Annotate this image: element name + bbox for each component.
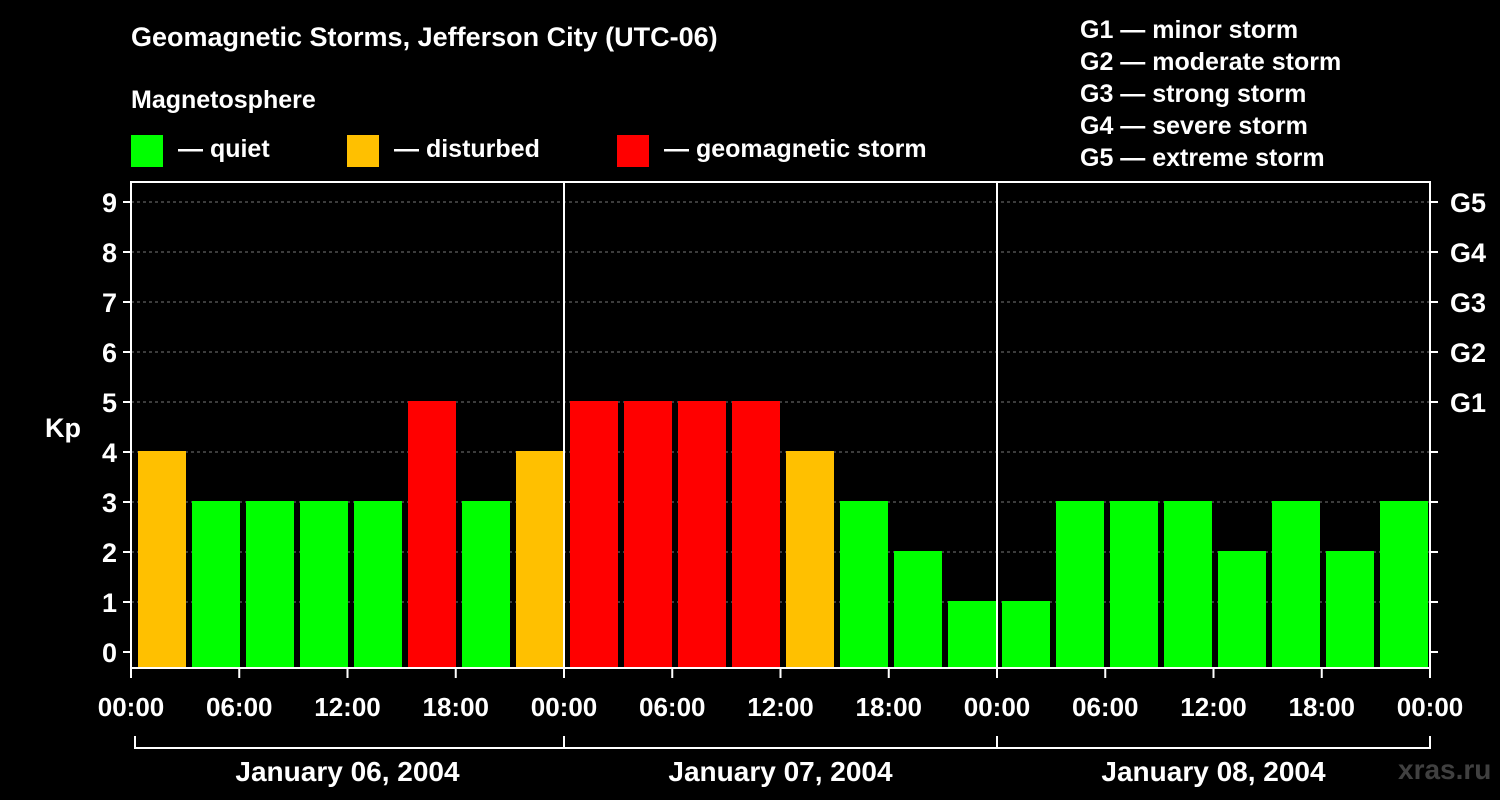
legend-swatch-quiet bbox=[131, 135, 163, 167]
legend-label-storm: — geomagnetic storm bbox=[664, 135, 927, 163]
y-tick-label-3: 3 bbox=[102, 488, 117, 518]
kp-bar-17 bbox=[1056, 501, 1104, 668]
kp-bar-22 bbox=[1326, 551, 1374, 668]
g-scale-label-G2: G2 bbox=[1450, 338, 1486, 368]
day-label-1: January 07, 2004 bbox=[668, 756, 893, 787]
y-tick-label-8: 8 bbox=[102, 238, 117, 268]
x-tick-label-7: 18:00 bbox=[856, 692, 923, 722]
x-tick-label-0: 00:00 bbox=[98, 692, 165, 722]
kp-bar-2 bbox=[246, 501, 294, 668]
x-tick-label-5: 06:00 bbox=[639, 692, 706, 722]
x-tick-label-2: 12:00 bbox=[314, 692, 381, 722]
kp-bar-19 bbox=[1164, 501, 1212, 668]
kp-bar-8 bbox=[570, 401, 618, 668]
x-tick-label-3: 18:00 bbox=[423, 692, 490, 722]
y-tick-label-9: 9 bbox=[102, 188, 117, 218]
legend-swatch-disturbed bbox=[347, 135, 379, 167]
x-tick-label-12: 00:00 bbox=[1397, 692, 1464, 722]
y-tick-label-2: 2 bbox=[102, 538, 117, 568]
legend-subtitle: Magnetosphere bbox=[131, 86, 316, 114]
legend-swatch-storm bbox=[617, 135, 649, 167]
watermark: xras.ru bbox=[1398, 754, 1492, 785]
x-tick-label-6: 12:00 bbox=[747, 692, 814, 722]
x-tick-label-8: 00:00 bbox=[964, 692, 1031, 722]
kp-bar-12 bbox=[786, 451, 834, 668]
y-axis-label: Kp bbox=[45, 413, 81, 443]
kp-bar-10 bbox=[678, 401, 726, 668]
storm-scale-g4: G4 — severe storm bbox=[1080, 112, 1308, 140]
storm-scale-g2: G2 — moderate storm bbox=[1080, 48, 1342, 76]
kp-bar-16 bbox=[1002, 601, 1050, 668]
storm-scale-g5: G5 — extreme storm bbox=[1080, 144, 1325, 172]
y-tick-label-7: 7 bbox=[102, 288, 117, 318]
x-tick-label-1: 06:00 bbox=[206, 692, 273, 722]
kp-bar-15 bbox=[948, 601, 996, 668]
y-tick-label-6: 6 bbox=[102, 338, 117, 368]
day-label-2: January 08, 2004 bbox=[1101, 756, 1326, 787]
y-tick-label-1: 1 bbox=[102, 588, 117, 618]
storm-scale-g3: G3 — strong storm bbox=[1080, 80, 1307, 108]
g-scale-label-G3: G3 bbox=[1450, 288, 1486, 318]
kp-bar-18 bbox=[1110, 501, 1158, 668]
kp-bar-13 bbox=[840, 501, 888, 668]
legend-label-disturbed: — disturbed bbox=[394, 135, 540, 163]
kp-bar-7 bbox=[516, 451, 564, 668]
kp-bar-3 bbox=[300, 501, 348, 668]
kp-bar-5 bbox=[408, 401, 456, 668]
chart-title: Geomagnetic Storms, Jefferson City (UTC-… bbox=[131, 22, 718, 52]
day-label-0: January 06, 2004 bbox=[235, 756, 460, 787]
g-scale-label-G5: G5 bbox=[1450, 188, 1486, 218]
kp-bar-4 bbox=[354, 501, 402, 668]
storm-scale-list: G1 — minor storm G2 — moderate storm G3 … bbox=[1080, 14, 1341, 174]
y-tick-label-4: 4 bbox=[102, 438, 117, 468]
kp-bar-6 bbox=[462, 501, 510, 668]
kp-bar-1 bbox=[192, 501, 240, 668]
storm-scale-g1: G1 — minor storm bbox=[1080, 16, 1299, 44]
x-tick-label-4: 00:00 bbox=[531, 692, 598, 722]
kp-bar-23 bbox=[1380, 501, 1428, 668]
x-tick-label-9: 06:00 bbox=[1072, 692, 1139, 722]
g-scale-label-G1: G1 bbox=[1450, 388, 1486, 418]
g-scale-label-G4: G4 bbox=[1450, 238, 1486, 268]
kp-bar-0 bbox=[138, 451, 186, 668]
y-tick-label-5: 5 bbox=[102, 388, 117, 418]
kp-bar-9 bbox=[624, 401, 672, 668]
kp-bar-14 bbox=[894, 551, 942, 668]
x-tick-label-10: 12:00 bbox=[1180, 692, 1247, 722]
legend-label-quiet: — quiet bbox=[178, 135, 270, 163]
kp-bar-11 bbox=[732, 401, 780, 668]
y-tick-label-0: 0 bbox=[102, 638, 117, 668]
x-tick-label-11: 18:00 bbox=[1289, 692, 1356, 722]
kp-bar-20 bbox=[1218, 551, 1266, 668]
kp-bar-21 bbox=[1272, 501, 1320, 668]
